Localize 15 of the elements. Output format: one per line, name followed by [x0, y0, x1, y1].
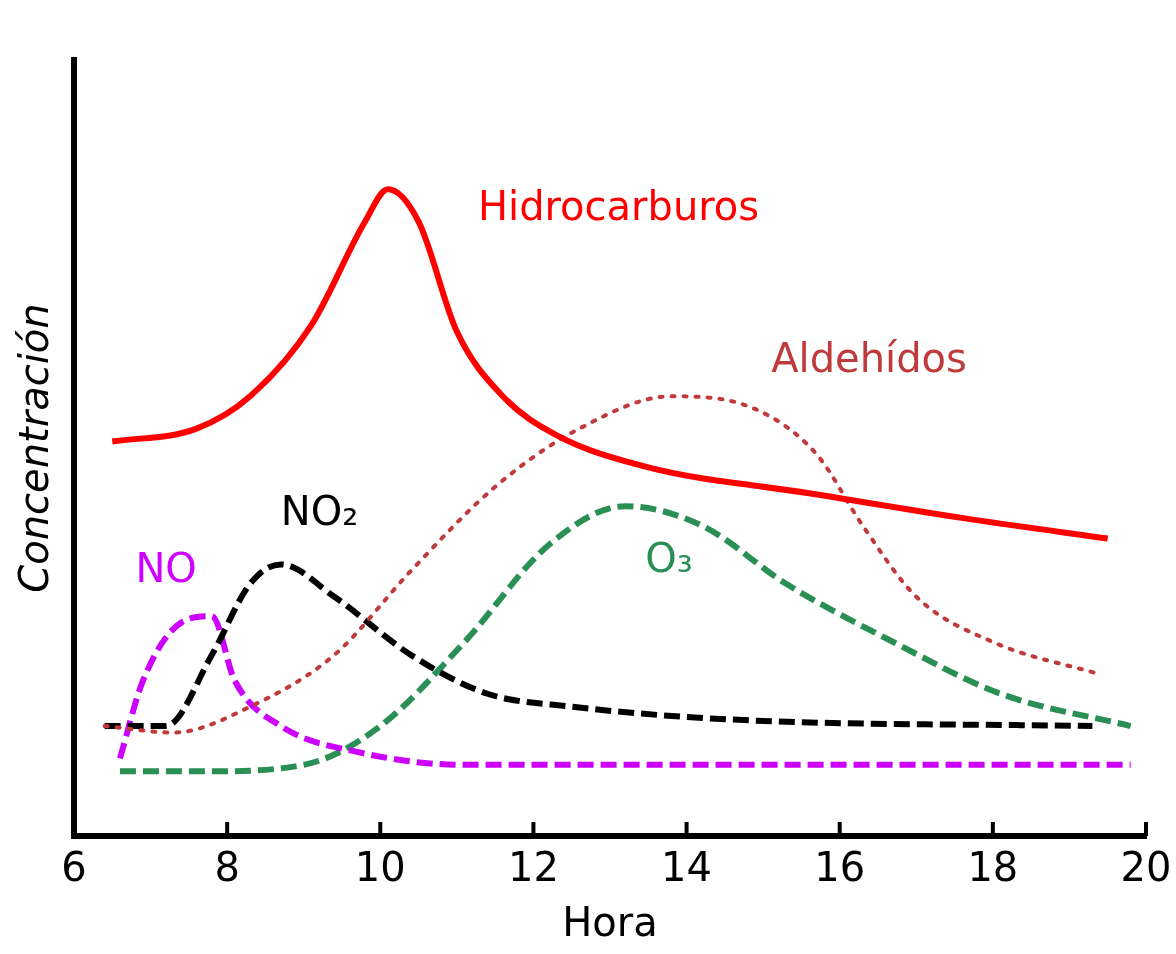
x-tick-label: 8: [214, 844, 240, 891]
y-axis-title: Concentración: [11, 303, 58, 593]
x-tick-label: 12: [507, 844, 559, 891]
series-label: NO₂: [280, 487, 359, 534]
x-tick-label: 20: [1120, 844, 1172, 891]
x-tick-label: 10: [354, 844, 406, 891]
x-axis-title: Hora: [562, 899, 658, 946]
series-label: Aldehídos: [771, 334, 967, 381]
series-label: O₃: [645, 534, 693, 581]
x-tick-label: 14: [661, 844, 713, 891]
series-label: Hidrocarburos: [477, 182, 760, 229]
x-tick-label: 16: [814, 844, 866, 891]
series-label: NO: [135, 544, 197, 591]
x-tick-label: 6: [61, 844, 87, 891]
x-tick-label: 18: [967, 844, 1019, 891]
